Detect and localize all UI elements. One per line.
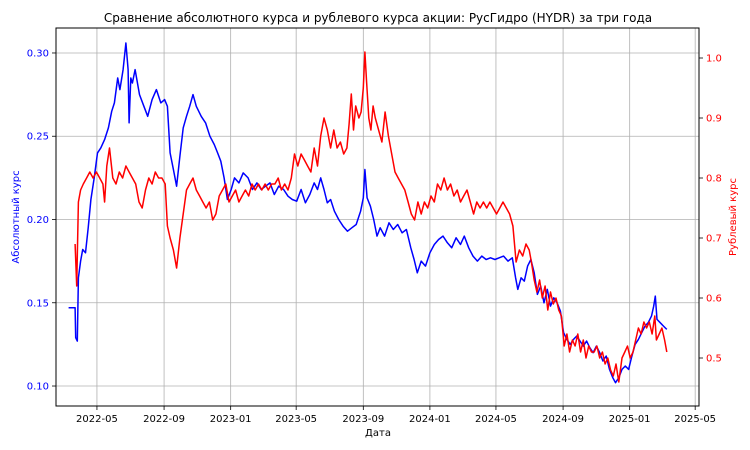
- series-line-ruble: [74, 51, 668, 383]
- left-y-tick-label: 0.25: [27, 132, 49, 143]
- x-tick-label: 2025-05: [674, 414, 716, 425]
- chart-title: Сравнение абсолютного курса и рублевого …: [104, 11, 652, 25]
- x-axis-title: Дата: [365, 428, 391, 439]
- left-y-tick-label: 0.15: [27, 298, 49, 309]
- left-y-tick-label: 0.10: [27, 382, 49, 393]
- left-y-tick-label: 0.30: [27, 48, 49, 59]
- x-tick-label: 2023-05: [275, 414, 317, 425]
- right-y-tick-label: 0.5: [706, 354, 722, 365]
- x-tick-label: 2023-01: [210, 414, 252, 425]
- x-tick-label: 2024-09: [542, 414, 584, 425]
- left-axis-title: Абсолютный курс: [11, 170, 22, 263]
- plot-lines: [68, 42, 668, 384]
- plot-frame: [55, 27, 700, 407]
- x-tick-label: 2024-05: [475, 414, 517, 425]
- x-tick-label: 2024-01: [409, 414, 451, 425]
- x-tick-label: 2022-09: [143, 414, 185, 425]
- x-tick-label: 2023-09: [342, 414, 384, 425]
- right-y-tick-label: 1.0: [706, 54, 722, 65]
- x-tick-label: 2022-05: [76, 414, 118, 425]
- gridlines: [56, 28, 699, 406]
- right-y-tick-label: 0.6: [706, 294, 722, 305]
- right-y-tick-label: 0.9: [706, 114, 722, 125]
- ticks: 2022-05 2022-09 2023-01 2023-05 2023-09 2024-…: [27, 48, 722, 425]
- right-y-tick-label: 0.7: [706, 234, 722, 245]
- x-tick-label: 2025-01: [609, 414, 651, 425]
- right-axis-title: Рублевый курс: [728, 178, 739, 256]
- left-y-tick-label: 0.20: [27, 215, 49, 226]
- right-y-tick-label: 0.8: [706, 174, 722, 185]
